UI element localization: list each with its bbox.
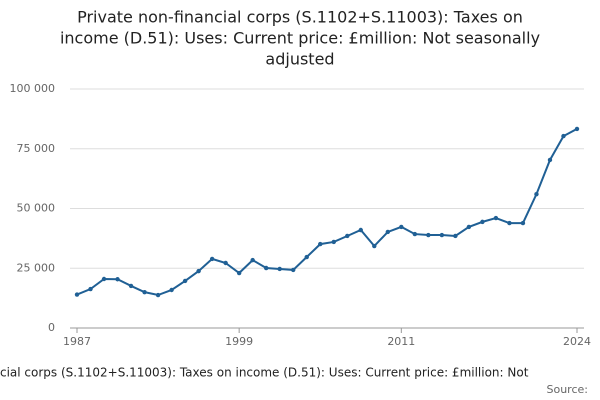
point bbox=[547, 157, 553, 163]
chart-title: adjusted bbox=[265, 50, 334, 69]
chart-title: Private non-financial corps (S.1102+S.11… bbox=[77, 8, 523, 27]
point bbox=[480, 219, 485, 225]
x-tick-label: 1987 bbox=[63, 335, 91, 348]
point bbox=[155, 292, 161, 298]
source: Source: bbox=[547, 383, 589, 396]
point bbox=[88, 286, 93, 292]
point bbox=[250, 257, 255, 263]
point bbox=[277, 266, 282, 272]
point bbox=[263, 265, 269, 271]
point bbox=[372, 243, 377, 249]
point bbox=[331, 239, 336, 245]
chart-title: income (D.51): Uses: Current price: £mil… bbox=[60, 29, 540, 48]
point bbox=[182, 278, 188, 284]
point bbox=[385, 229, 391, 235]
point bbox=[74, 292, 80, 297]
point bbox=[209, 256, 215, 262]
point bbox=[304, 254, 309, 260]
point bbox=[466, 224, 472, 230]
point bbox=[439, 232, 445, 238]
point bbox=[493, 215, 499, 221]
x-tick-label: 1999 bbox=[225, 335, 253, 348]
point bbox=[358, 227, 363, 233]
point bbox=[142, 289, 147, 295]
y-tick-label: 75 000 bbox=[17, 142, 56, 155]
point bbox=[236, 270, 242, 276]
point bbox=[318, 241, 323, 247]
y-tick-label: 0 bbox=[48, 321, 55, 334]
point bbox=[169, 287, 174, 293]
point bbox=[101, 276, 107, 282]
point bbox=[507, 220, 512, 226]
point bbox=[426, 232, 431, 238]
point bbox=[534, 191, 539, 197]
point bbox=[561, 133, 566, 139]
point bbox=[223, 260, 228, 266]
point bbox=[291, 267, 296, 273]
point bbox=[453, 233, 458, 239]
y-tick-label: 50 000 bbox=[17, 202, 56, 215]
point bbox=[196, 268, 201, 274]
point bbox=[128, 283, 134, 289]
y-tick-label: 25 000 bbox=[17, 261, 56, 274]
line bbox=[76, 128, 578, 297]
x-tick-label: 2011 bbox=[387, 335, 415, 348]
point bbox=[520, 220, 526, 226]
point bbox=[345, 233, 350, 239]
point bbox=[574, 126, 580, 132]
point bbox=[115, 277, 120, 282]
point bbox=[412, 231, 418, 237]
x-axis-label: cial corps (S.1102+S.11003): Taxes on in… bbox=[0, 366, 529, 380]
point bbox=[399, 224, 404, 230]
y-tick-label: 100 000 bbox=[10, 82, 56, 95]
x-tick-label: 2024 bbox=[563, 335, 591, 348]
